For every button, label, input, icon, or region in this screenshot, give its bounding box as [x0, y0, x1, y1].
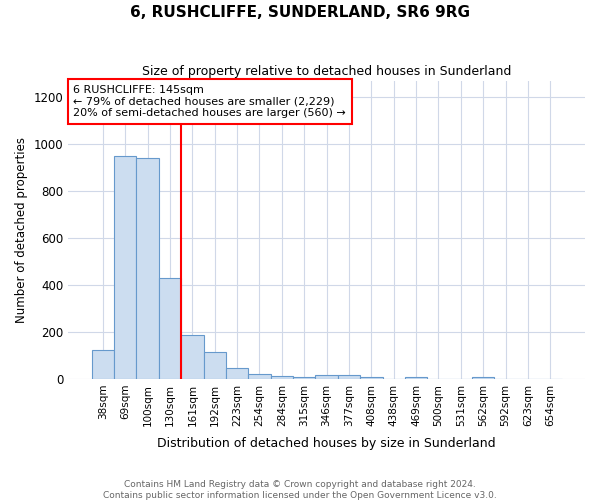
Bar	[159, 278, 181, 379]
Text: Contains HM Land Registry data © Crown copyright and database right 2024.
Contai: Contains HM Land Registry data © Crown c…	[103, 480, 497, 500]
Text: 6, RUSHCLIFFE, SUNDERLAND, SR6 9RG: 6, RUSHCLIFFE, SUNDERLAND, SR6 9RG	[130, 5, 470, 20]
Bar	[92, 350, 114, 379]
Bar	[316, 376, 338, 379]
Bar	[226, 368, 248, 379]
Text: 6 RUSHCLIFFE: 145sqm
← 79% of detached houses are smaller (2,229)
20% of semi-de: 6 RUSHCLIFFE: 145sqm ← 79% of detached h…	[73, 85, 346, 118]
Bar	[338, 376, 360, 379]
Bar	[472, 377, 494, 379]
Bar	[114, 156, 136, 379]
Bar	[360, 376, 383, 379]
Bar	[181, 336, 203, 379]
Bar	[405, 377, 427, 379]
Bar	[248, 374, 271, 379]
X-axis label: Distribution of detached houses by size in Sunderland: Distribution of detached houses by size …	[157, 437, 496, 450]
Bar	[136, 158, 159, 379]
Y-axis label: Number of detached properties: Number of detached properties	[15, 136, 28, 322]
Title: Size of property relative to detached houses in Sunderland: Size of property relative to detached ho…	[142, 65, 511, 78]
Bar	[203, 352, 226, 379]
Bar	[293, 377, 316, 379]
Bar	[271, 376, 293, 379]
